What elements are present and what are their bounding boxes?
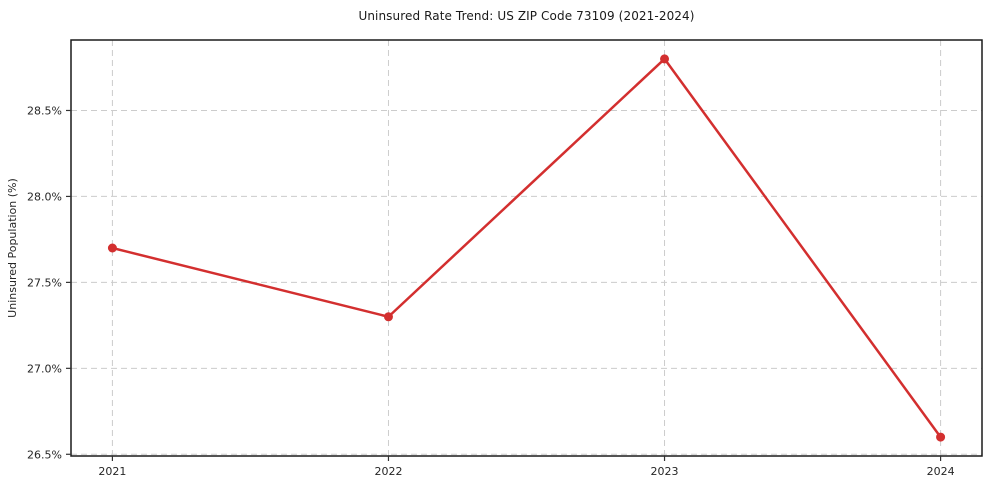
data-point-2021 bbox=[107, 243, 117, 253]
data-point-2024 bbox=[936, 432, 946, 442]
y-tick-label: 27.5% bbox=[27, 276, 62, 289]
x-tick-label: 2024 bbox=[927, 465, 955, 478]
x-tick-label: 2021 bbox=[98, 465, 126, 478]
chart-title: Uninsured Rate Trend: US ZIP Code 73109 … bbox=[358, 9, 695, 23]
plot-border bbox=[70, 39, 983, 457]
y-tick-label: 26.5% bbox=[27, 448, 62, 461]
x-tick-label: 2022 bbox=[374, 465, 402, 478]
y-tick-label: 27.0% bbox=[27, 362, 62, 375]
data-point-2022 bbox=[383, 312, 393, 322]
y-tick-label: 28.0% bbox=[27, 190, 62, 203]
x-tick-label: 2023 bbox=[651, 465, 679, 478]
data-line bbox=[111, 57, 942, 439]
y-tick-label: 28.5% bbox=[27, 104, 62, 117]
data-point-2023 bbox=[660, 54, 670, 64]
y-axis-label: Uninsured Population (%) bbox=[6, 178, 19, 318]
